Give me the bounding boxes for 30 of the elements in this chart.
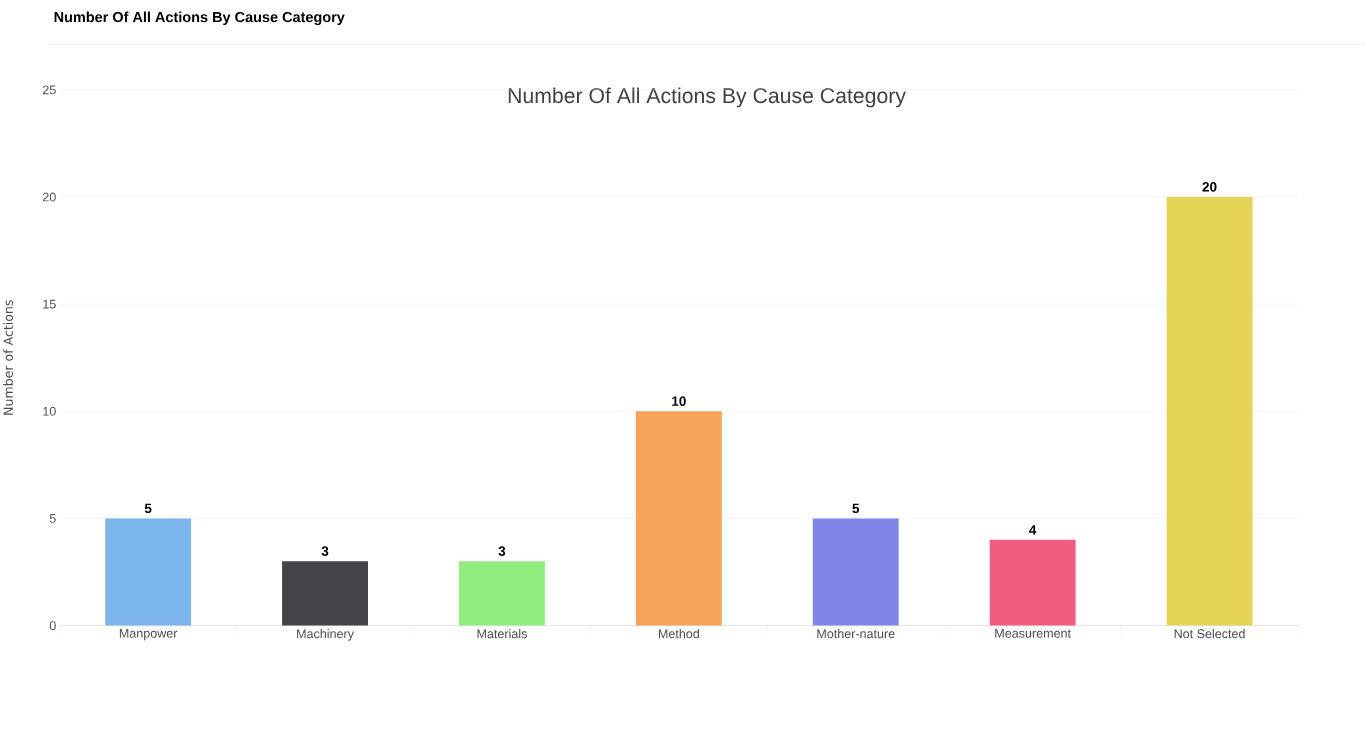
y-tick-label: 20	[42, 192, 56, 202]
x-tick-label: Mother-nature	[817, 628, 895, 639]
x-tick-label: Materials	[477, 628, 527, 639]
y-tick-label: 5	[49, 513, 56, 523]
x-tick-label: Manpower	[119, 628, 178, 641]
text: Number Of All Actions By Cause Category	[54, 11, 345, 25]
data-label: 10	[672, 396, 686, 406]
y-tick-label: 0	[49, 620, 56, 630]
y-tick-label: 15	[43, 299, 56, 309]
data-label: 4	[1029, 525, 1037, 535]
x-tick-label: Machinery	[297, 628, 354, 641]
bar	[282, 561, 368, 626]
y-tick-label: 25	[42, 85, 56, 95]
data-label: 3	[321, 546, 329, 556]
data-label: 5	[852, 503, 860, 513]
y-axis-title: Number of Actions	[3, 300, 13, 415]
bar	[989, 539, 1076, 626]
bar	[1166, 196, 1253, 626]
bar	[635, 411, 722, 626]
data-label: 20	[1202, 181, 1217, 192]
data-label: 5	[144, 503, 152, 513]
x-tick-label: Method	[658, 628, 699, 639]
y-tick-label: 10	[43, 406, 56, 416]
bar	[458, 561, 545, 626]
data-label: 3	[498, 546, 506, 556]
chart-title: Number Of All Actions By Cause Category	[508, 87, 906, 108]
x-tick-label: Not Selected	[1174, 628, 1245, 639]
bar	[105, 518, 192, 626]
x-tick-label: Measurement	[995, 628, 1071, 638]
bar	[812, 518, 899, 626]
